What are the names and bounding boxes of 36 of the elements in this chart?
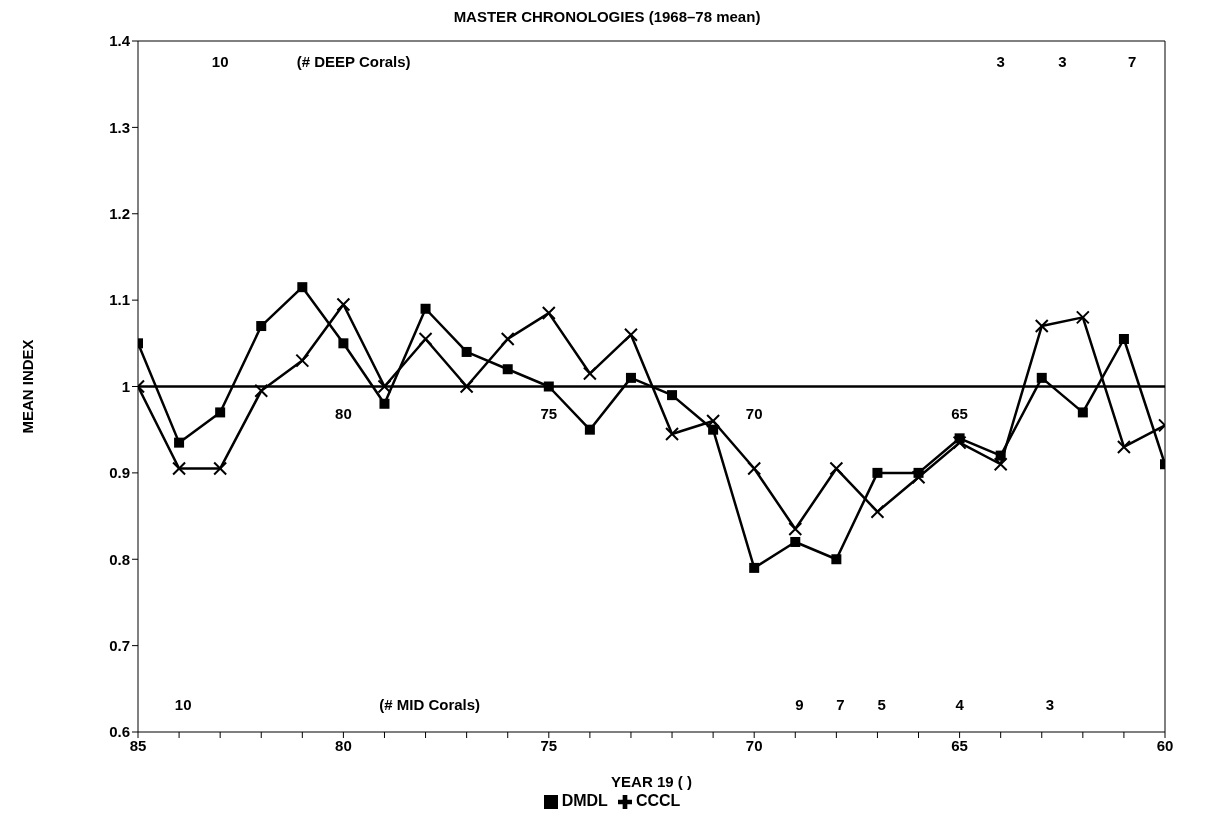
y-tick-label: 1.3 — [109, 118, 130, 136]
annotation: (# MID Corals) — [379, 695, 481, 713]
annotation: 3 — [1058, 53, 1067, 71]
y-axis-title: MEAN INDEX — [19, 339, 37, 434]
annotation: 9 — [795, 695, 804, 713]
x-tick-label: 80 — [335, 736, 352, 754]
y-tick-label: 1.4 — [109, 32, 131, 50]
annotation: 10 — [174, 695, 192, 713]
y-tick-label: 0.7 — [109, 636, 130, 654]
y-tick-label: 1.2 — [109, 205, 130, 223]
y-tick-label: 1.1 — [109, 291, 130, 309]
annotation: 3 — [1045, 695, 1055, 713]
annotation: 10 — [211, 53, 229, 71]
legend-label: CCCL — [635, 792, 681, 809]
legend-label: DMDL — [561, 792, 608, 809]
annotation: 7 — [836, 695, 845, 713]
annotation: 65 — [951, 405, 968, 423]
chart-title: MASTER CHRONOLOGIES (1968–78 mean) — [452, 8, 762, 27]
annotation: 80 — [335, 405, 352, 423]
x-tick-label: 85 — [129, 736, 147, 754]
x-axis-title: YEAR 19 ( ) — [611, 773, 692, 790]
annotation: (# DEEP Corals) — [296, 53, 411, 71]
annotation: 7 — [1127, 53, 1137, 71]
annotation: 70 — [745, 405, 763, 423]
y-tick-label: 0.9 — [109, 464, 130, 482]
annotation: 4 — [955, 695, 965, 713]
y-tick-label: 0.6 — [109, 723, 130, 741]
y-tick-label: 0.8 — [109, 550, 130, 568]
x-tick-label: 60 — [1156, 736, 1174, 754]
x-tick-label: 70 — [745, 736, 763, 754]
x-tick-label: 65 — [951, 736, 968, 754]
annotation: 3 — [996, 53, 1005, 71]
y-tick-label: 1 — [121, 377, 130, 395]
annotation: 5 — [877, 695, 886, 713]
annotation: 75 — [540, 405, 558, 423]
x-tick-label: 75 — [540, 736, 558, 754]
